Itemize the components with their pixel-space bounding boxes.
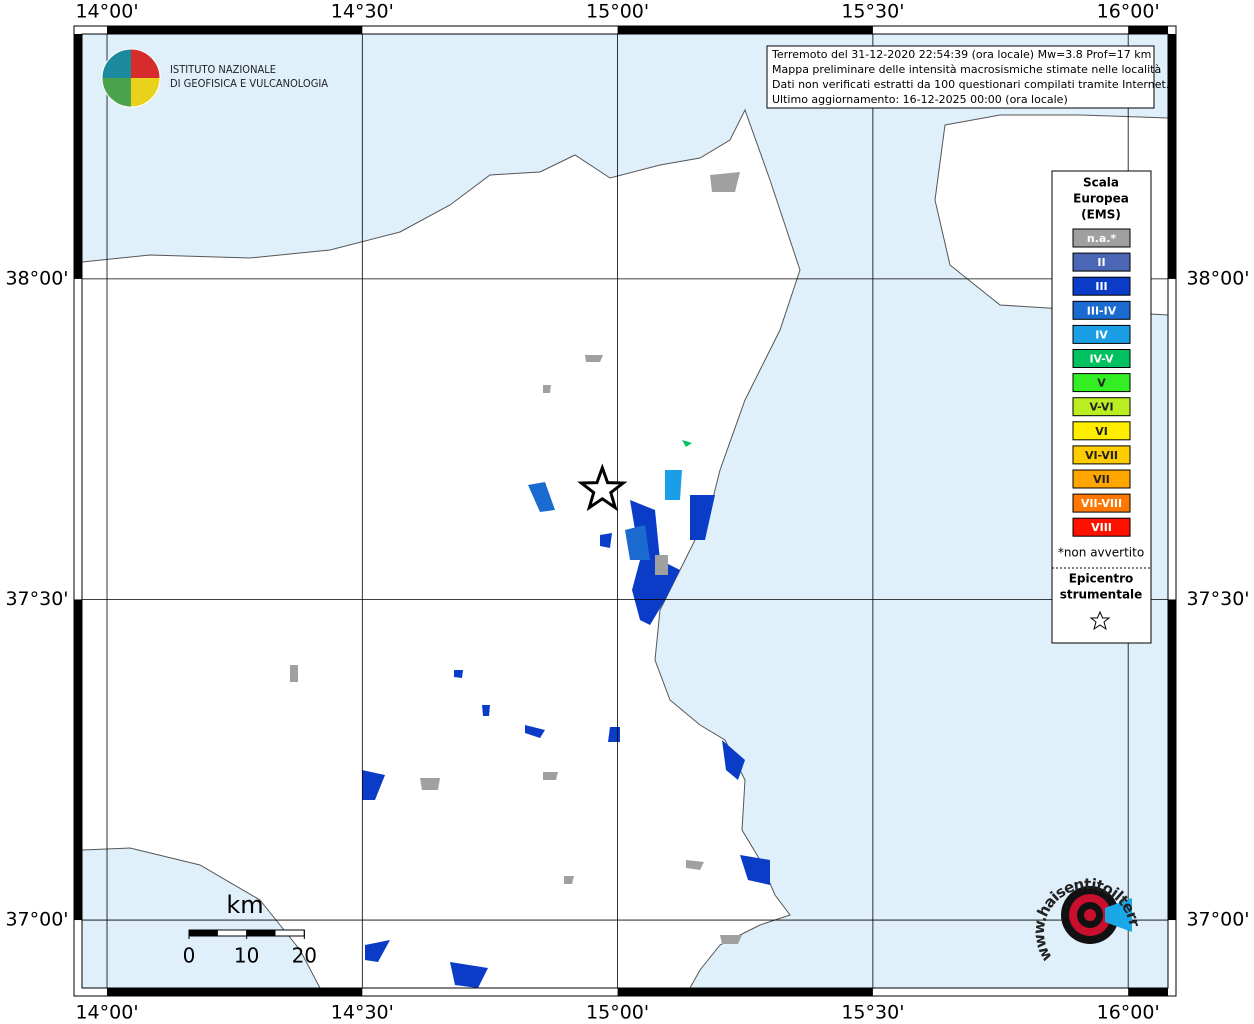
legend-swatch xyxy=(1072,324,1131,344)
lat-label: 37°30' xyxy=(5,588,68,610)
legend-label: IV xyxy=(1095,328,1108,341)
lon-label: 15°00' xyxy=(586,1,649,23)
legend-title: Europea xyxy=(1073,192,1129,206)
lat-label: 38°00' xyxy=(5,267,68,289)
legend-swatch xyxy=(1072,349,1131,368)
ingv-logo: ISTITUTO NAZIONALE DI GEOFISICA E VULCAN… xyxy=(101,48,328,108)
coordinate-labels: 14°00' 14°00' 14°30' 14°30' 15°00' 15°00' 15°3… xyxy=(5,1,1249,1024)
legend-label: V xyxy=(1097,377,1106,390)
lon-label: 14°30' xyxy=(331,1,394,23)
lat-label: 37°00' xyxy=(5,909,68,931)
legend-swatch xyxy=(1072,252,1131,272)
legend-label: IV-V xyxy=(1089,353,1114,366)
frame-segment xyxy=(107,26,363,34)
legend-swatch xyxy=(1072,228,1131,248)
legend-title: Scala xyxy=(1083,176,1119,190)
institute-line: DI GEOFISICA E VULCANOLOGIA xyxy=(170,77,328,90)
scale-block xyxy=(189,930,218,936)
lon-label: 14°00' xyxy=(75,1002,138,1024)
lon-label: 15°30' xyxy=(841,1,904,23)
legend-label: n.a.* xyxy=(1087,232,1117,245)
legend-swatch xyxy=(1072,397,1131,417)
frame-segment xyxy=(617,988,873,996)
frame-segment xyxy=(1128,26,1168,34)
lat-label: 37°00' xyxy=(1186,909,1249,931)
legend-label: VIII xyxy=(1091,521,1112,534)
legend-swatch xyxy=(1072,469,1131,489)
legend-note: *non avvertito xyxy=(1058,546,1144,560)
legend-label: III xyxy=(1095,280,1107,293)
lat-label: 37°30' xyxy=(1186,588,1249,610)
scale-label: 0 xyxy=(183,944,196,968)
info-line: Dati non verificati estratti da 100 ques… xyxy=(772,78,1169,91)
legend-label: III-IV xyxy=(1087,304,1117,317)
legend-label: V-VI xyxy=(1089,401,1113,414)
lat-label: 38°00' xyxy=(1186,267,1249,289)
legend: Scala Europea (EMS) *non avvertito Epice… xyxy=(1051,170,1152,644)
frame-segment xyxy=(617,26,873,34)
epicenter-star xyxy=(577,463,628,512)
frame-segment xyxy=(74,34,82,279)
scale-block xyxy=(246,930,276,936)
institute-line: ISTITUTO NAZIONALE xyxy=(170,63,276,76)
legend-swatch xyxy=(1072,445,1131,465)
frame-segment xyxy=(1168,599,1176,921)
legend-label: VII-VIII xyxy=(1081,497,1122,510)
legend-swatch xyxy=(1072,300,1131,320)
localities xyxy=(290,172,770,988)
lon-label: 14°00' xyxy=(75,1,138,23)
legend-swatch xyxy=(1072,373,1131,393)
info-line: Mappa preliminare delle intensità macros… xyxy=(772,63,1161,76)
epicenter-legend-symbol xyxy=(1089,610,1111,631)
info-line: Terremoto del 31-12-2020 22:54:39 (ora l… xyxy=(771,48,1151,61)
info-line: Ultimo aggiornamento: 16-12-2025 00:00 (… xyxy=(772,93,1068,106)
scale-unit: km xyxy=(226,891,263,919)
epicenter xyxy=(577,463,628,512)
lon-label: 16°00' xyxy=(1097,1002,1160,1024)
map-frame xyxy=(73,25,1177,997)
frame-segment xyxy=(1168,34,1176,279)
map-area xyxy=(82,34,1168,988)
legend-swatch xyxy=(1072,276,1131,296)
graticule xyxy=(82,34,1168,988)
frame-segment xyxy=(1128,988,1168,996)
lon-label: 16°00' xyxy=(1097,1,1160,23)
legend-title: (EMS) xyxy=(1081,208,1121,222)
legend-label: VI xyxy=(1095,425,1108,438)
legend-label: VI-VII xyxy=(1085,449,1118,462)
scale-bar: km 0 10 20 xyxy=(183,891,317,968)
legend-label: II xyxy=(1097,256,1105,269)
legend-swatch xyxy=(1072,493,1131,513)
legend-swatch xyxy=(1072,421,1131,441)
scale-label: 20 xyxy=(292,944,317,968)
legend-label: VII xyxy=(1093,473,1110,486)
lon-label: 15°00' xyxy=(586,1002,649,1024)
epicenter-legend: strumentale xyxy=(1060,588,1143,602)
lon-label: 14°30' xyxy=(331,1002,394,1024)
lon-label: 15°30' xyxy=(841,1002,904,1024)
frame-segment xyxy=(107,988,363,996)
scale-label: 10 xyxy=(234,944,259,968)
epicenter-legend: Epicentro xyxy=(1069,572,1134,586)
legend-swatch xyxy=(1072,517,1131,537)
frame-segment xyxy=(74,599,82,921)
info-box: Terremoto del 31-12-2020 22:54:39 (ora l… xyxy=(766,45,1169,109)
